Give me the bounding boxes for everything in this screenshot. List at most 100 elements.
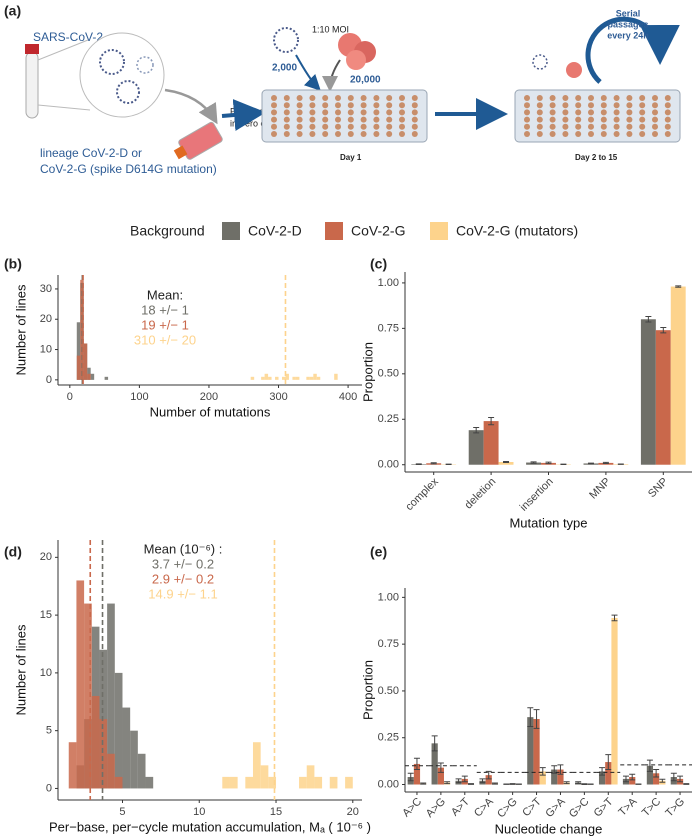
error-bar [488,416,495,426]
well [639,109,646,116]
histogram-bar [329,776,338,789]
panel-label: (d) [4,544,22,560]
mean-label: 3.7 +/− 0.2 [152,556,214,571]
panel-label: (e) [370,544,387,560]
bar [539,771,546,785]
well [575,131,582,137]
well [283,131,290,137]
error-bar [551,765,558,774]
serial-text: every 24h [607,30,649,40]
histogram-bar [91,696,100,789]
histogram-bar [292,376,296,380]
error-bar [587,462,594,465]
y-tick-label: 15 [40,609,52,621]
bar [605,762,612,785]
well [652,131,658,137]
well [271,116,277,123]
legend-label: CoV-2-D [248,223,302,239]
y-tick-label: 0.50 [378,685,399,697]
serial-text: passages [607,19,648,29]
error-bar [530,461,537,464]
y-tick-label: 5 [46,725,52,737]
error-bar [653,769,660,778]
well [360,102,367,109]
well [271,123,277,130]
y-tick-label: 20 [40,551,52,563]
y-tick-label: 1.00 [378,277,399,289]
bar [598,771,606,785]
error-bar [645,316,652,323]
well [613,102,620,109]
bar [437,767,444,785]
well [536,109,543,116]
well [626,95,633,101]
x-axis-label: Number of mutations [150,404,271,419]
well [626,131,633,137]
legend-label: CoV-2-G [351,223,405,239]
histogram-bar [84,603,92,789]
bar [498,462,514,465]
histogram-bar [99,719,108,789]
well [536,131,543,137]
well [626,123,633,130]
well [600,116,607,123]
well [322,131,329,137]
bar [431,743,438,785]
well [613,116,620,123]
mean-label: 2.9 +/− 0.2 [152,571,214,586]
well [562,123,569,130]
y-axis-label: Number of lines [13,624,28,716]
well [575,102,582,109]
error-bar [545,461,552,465]
virus-icon [532,54,548,70]
x-tick-label: G>A [543,795,568,820]
count-text: 20,000 [350,75,381,86]
histogram-bar [316,376,321,380]
x-tick-label: insertion [518,476,556,514]
error-bar [527,707,534,727]
well [588,123,594,130]
error-bar [563,781,570,785]
well [335,116,341,123]
well [399,131,405,137]
error-bar [407,772,414,782]
histogram-bar [282,376,286,380]
annotation-title: Mean: [147,287,183,302]
plate [514,89,681,143]
well [524,102,530,109]
well [588,131,594,137]
bar [413,763,421,785]
well [309,95,316,101]
bar [646,765,654,785]
error-bar [415,463,422,466]
well [399,95,405,101]
well [626,116,633,123]
error-bar [659,778,666,783]
legend-swatch [222,222,240,240]
cell-icon [346,50,366,70]
error-bar [557,764,564,775]
bar [527,717,534,785]
well [613,95,620,101]
y-tick-label: 0.25 [378,413,399,425]
error-bar [622,775,629,783]
histogram-bar [145,776,154,789]
x-tick-label: 5 [119,806,125,818]
count-text: 2,000 [272,63,297,74]
error-bar [473,426,480,434]
well [411,102,418,109]
error-bar [646,759,653,772]
error-bar [437,762,444,773]
well [411,95,418,101]
well [322,123,329,130]
well [271,95,277,101]
bar [557,769,564,785]
well [575,109,582,116]
well [549,123,556,130]
well [575,116,582,123]
histogram-bar [76,355,81,380]
well [360,116,367,123]
y-tick-label: 0.75 [378,638,399,650]
bar [485,775,492,785]
